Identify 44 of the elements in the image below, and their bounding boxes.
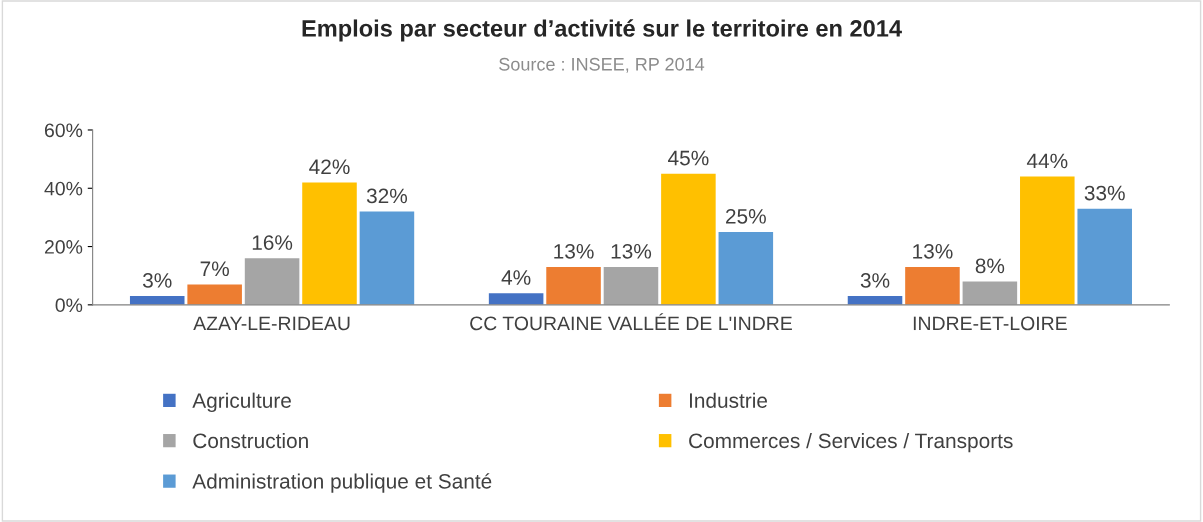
data-label: 13%	[554, 243, 594, 259]
legend-label: Industrie	[689, 392, 768, 408]
data-label: 3%	[142, 273, 172, 288]
bar	[905, 266, 960, 305]
legend-label: Agriculture	[192, 392, 291, 413]
bar	[661, 173, 716, 305]
bar	[962, 281, 1018, 305]
bar	[847, 296, 903, 305]
x-tick-label: INDRE-ET-LOIRE	[913, 316, 1067, 331]
data-label: 44%	[1026, 153, 1068, 169]
x-tick-label: CC TOURAINE VALLÉE DE L'INDRE	[470, 313, 792, 331]
data-label: 4%	[501, 270, 531, 285]
bar	[187, 284, 242, 305]
data-label: 13%	[913, 243, 953, 259]
y-tick-label: 0%	[55, 298, 83, 313]
bar	[359, 211, 415, 305]
y-tick-label: 20%	[44, 240, 83, 254]
data-label: 3%	[860, 273, 890, 288]
data-label: 32%	[366, 188, 408, 204]
data-label: 25%	[726, 208, 766, 224]
bar	[546, 266, 601, 305]
legend-label: Commerces / Services / Transports	[689, 432, 1013, 453]
bar	[1020, 176, 1075, 305]
chart-subtitle: Source : INSEE, RP 2014	[499, 57, 705, 73]
y-tick-label: 40%	[44, 181, 83, 196]
data-label: 16%	[252, 235, 293, 250]
bar	[603, 266, 659, 305]
data-label: 13%	[611, 243, 652, 259]
legend-label: Construction	[193, 432, 308, 449]
x-tick-label: AZAY-LE-RIDEAU	[193, 316, 350, 331]
y-tick-label: 60%	[44, 123, 83, 138]
bar	[1077, 208, 1132, 305]
bar	[302, 182, 357, 305]
data-label: 42%	[309, 159, 350, 175]
chart-title: Emplois par secteur d’activité sur le territoire en 2014	[302, 19, 902, 42]
data-label: 45%	[668, 150, 709, 166]
bar	[244, 258, 300, 305]
bar	[718, 231, 774, 305]
data-label: 33%	[1084, 185, 1125, 201]
bar	[488, 293, 544, 305]
bar	[129, 296, 185, 305]
data-label: 7%	[200, 261, 229, 277]
legend-label: Administration publique et Santé	[192, 473, 492, 493]
data-label: 8%	[975, 258, 1005, 274]
